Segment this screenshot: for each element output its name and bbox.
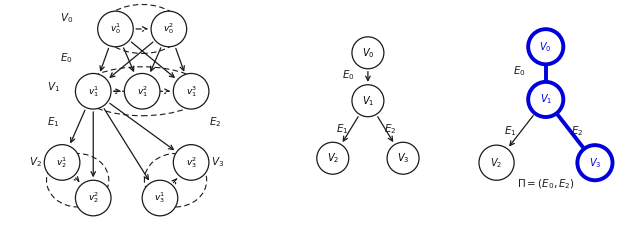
Text: $V_3$: $V_3$: [397, 151, 409, 165]
Text: $E_2$: $E_2$: [384, 123, 396, 136]
Text: $v_0^1$: $v_0^1$: [110, 22, 121, 36]
Circle shape: [98, 11, 133, 47]
Circle shape: [44, 145, 80, 180]
Text: $V_2$: $V_2$: [326, 151, 339, 165]
Text: $E_0$: $E_0$: [60, 51, 73, 65]
Text: $E_0$: $E_0$: [513, 64, 525, 78]
Text: $E_2$: $E_2$: [209, 116, 222, 129]
Circle shape: [76, 74, 111, 109]
Text: $v_1^2$: $v_1^2$: [136, 84, 148, 99]
Text: $V_1$: $V_1$: [362, 94, 374, 108]
Circle shape: [151, 11, 187, 47]
Text: $v_0^2$: $v_0^2$: [163, 22, 175, 36]
Text: $V_0$: $V_0$: [540, 40, 552, 54]
Text: $V_0$: $V_0$: [60, 11, 73, 25]
Text: $V_2$: $V_2$: [29, 155, 42, 169]
Text: $E_2$: $E_2$: [571, 124, 584, 138]
Circle shape: [76, 180, 111, 216]
Text: $v_3^1$: $v_3^1$: [154, 191, 166, 205]
Circle shape: [352, 85, 384, 117]
Circle shape: [528, 29, 563, 64]
Circle shape: [124, 74, 160, 109]
Text: $v_1^1$: $v_1^1$: [88, 84, 99, 99]
Text: $V_3$: $V_3$: [589, 156, 601, 170]
Text: $v_3^2$: $v_3^2$: [186, 155, 196, 170]
Text: $E_0$: $E_0$: [342, 68, 355, 82]
Circle shape: [479, 145, 514, 180]
Circle shape: [173, 145, 209, 180]
Circle shape: [387, 142, 419, 174]
Circle shape: [317, 142, 349, 174]
Text: $v_1^3$: $v_1^3$: [186, 84, 196, 99]
Text: $V_3$: $V_3$: [211, 155, 225, 169]
Circle shape: [173, 74, 209, 109]
Text: $v_2^2$: $v_2^2$: [88, 191, 99, 205]
Circle shape: [528, 82, 563, 117]
Text: $V_1$: $V_1$: [540, 93, 552, 106]
Circle shape: [142, 180, 178, 216]
Text: $V_0$: $V_0$: [362, 46, 374, 60]
Circle shape: [577, 145, 612, 180]
Text: $\Pi = (E_0, E_2)$: $\Pi = (E_0, E_2)$: [516, 177, 575, 191]
Circle shape: [352, 37, 384, 69]
Text: $E_1$: $E_1$: [504, 124, 517, 138]
Text: $E_1$: $E_1$: [47, 116, 60, 129]
Text: $V_2$: $V_2$: [490, 156, 502, 170]
Text: $v_2^1$: $v_2^1$: [56, 155, 68, 170]
Text: $V_1$: $V_1$: [47, 80, 60, 94]
Text: $E_1$: $E_1$: [336, 123, 349, 136]
